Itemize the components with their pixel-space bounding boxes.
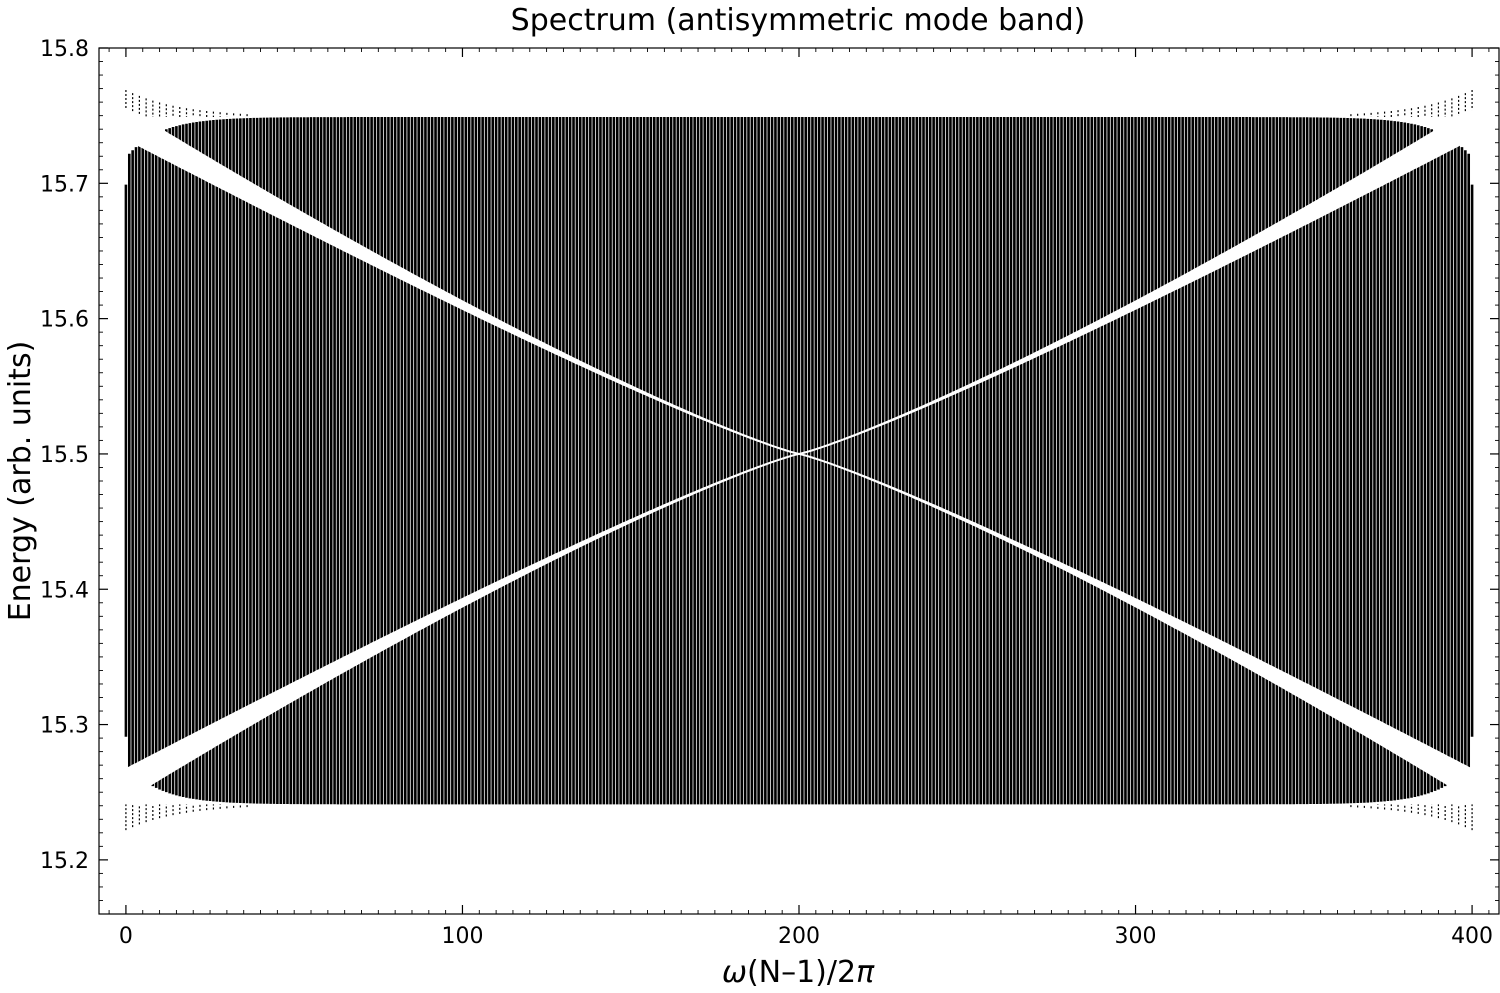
y-tick-label: 15.8 [40, 37, 89, 62]
gap-curve-segment [777, 456, 787, 461]
x-axis-label-symbol: ω [722, 955, 747, 990]
gap-curve-segment [771, 444, 780, 450]
x-tick-label: 100 [441, 924, 483, 949]
gap-curve-segment [831, 439, 841, 445]
gap-curve-segment [737, 470, 747, 476]
gap-curve-segment [723, 476, 733, 482]
x-axis-label-text: (N–1)/2 [747, 955, 856, 990]
x-tick-label: 400 [1451, 924, 1493, 949]
gap-curve-segment [804, 454, 814, 459]
gap-curve-segment [865, 476, 875, 482]
gap-curve-segment [851, 432, 861, 437]
gap-curve-segment [717, 478, 727, 484]
x-axis-label-pi: π [856, 955, 875, 990]
gap-curve-segment [757, 439, 767, 445]
x-tick-label: 200 [778, 924, 820, 949]
gap-curve-segment [757, 463, 767, 468]
y-tick-label: 15.5 [40, 443, 89, 468]
y-tick-label: 15.2 [40, 849, 89, 874]
gap-curve-segment [811, 456, 821, 461]
gap-curve-segment [818, 458, 827, 464]
gap-curve-segment [824, 442, 834, 447]
x-tick-label: 300 [1115, 924, 1157, 949]
gap-curve-segment [871, 423, 881, 430]
gap-curve-segment [717, 423, 727, 430]
x-axis-label: ω(N–1)/2π [722, 955, 875, 990]
gap-curve-segment [1451, 766, 1486, 798]
gap-curve-segment [710, 481, 720, 487]
gap-curve-segment [744, 468, 753, 474]
y-axis-label: Energy (arb. units) [3, 341, 38, 622]
gap-curve-segment [771, 458, 780, 464]
axis-ticks: 0 100 200 300 400 15.2 15.3 15.4 15.5 15.6 15.7 15.… [40, 37, 1499, 949]
gap-curve-segment [750, 465, 760, 471]
gap-curve-segment [764, 442, 774, 447]
gap-curve-segment [845, 468, 854, 474]
gap-curve-segment [838, 465, 848, 471]
gap-curve-segment [824, 461, 834, 466]
plot-area [111, 89, 1486, 831]
gap-curve-segment [764, 461, 774, 466]
bulk-band [124, 117, 1474, 805]
x-tick-label: 0 [119, 924, 133, 949]
y-tick-label: 15.6 [40, 308, 89, 333]
gap-curve-segment [804, 449, 814, 454]
gap-curve-segment [737, 432, 747, 437]
gap-curve-segment [710, 421, 720, 427]
gap-curves [111, 109, 1486, 799]
gap-curve-segment [784, 449, 794, 454]
gap-curve-segment [791, 451, 800, 455]
edge-states [125, 89, 1473, 831]
gap-curve-segment [858, 473, 868, 479]
gap-curve-segment [744, 434, 753, 440]
gap-curve-segment [811, 447, 821, 452]
gap-curve-segment [845, 434, 854, 440]
gap-curve-segment [750, 437, 760, 443]
gap-curve-segment [851, 470, 861, 476]
gap-curve-segment [798, 452, 807, 457]
gap-curve-segment [865, 426, 875, 432]
gap-curve-segment [838, 437, 848, 442]
gap-curve-segment [831, 463, 841, 468]
gap-curve-segment [730, 429, 740, 435]
gap-curve-segment [818, 444, 827, 450]
gap-curve-segment [1451, 110, 1486, 142]
y-tick-label: 15.3 [40, 714, 89, 739]
gap-curve-segment [871, 478, 881, 484]
chart-title: Spectrum (antisymmetric mode band) [511, 3, 1086, 38]
y-tick-label: 15.4 [40, 578, 89, 603]
gap-curve-segment [777, 447, 787, 452]
y-tick-label: 15.7 [40, 172, 89, 197]
gap-curve-segment [858, 429, 868, 435]
gap-curve-segment [784, 454, 794, 459]
gap-curve-segment [730, 473, 740, 479]
gap-curve-segment [723, 426, 733, 432]
